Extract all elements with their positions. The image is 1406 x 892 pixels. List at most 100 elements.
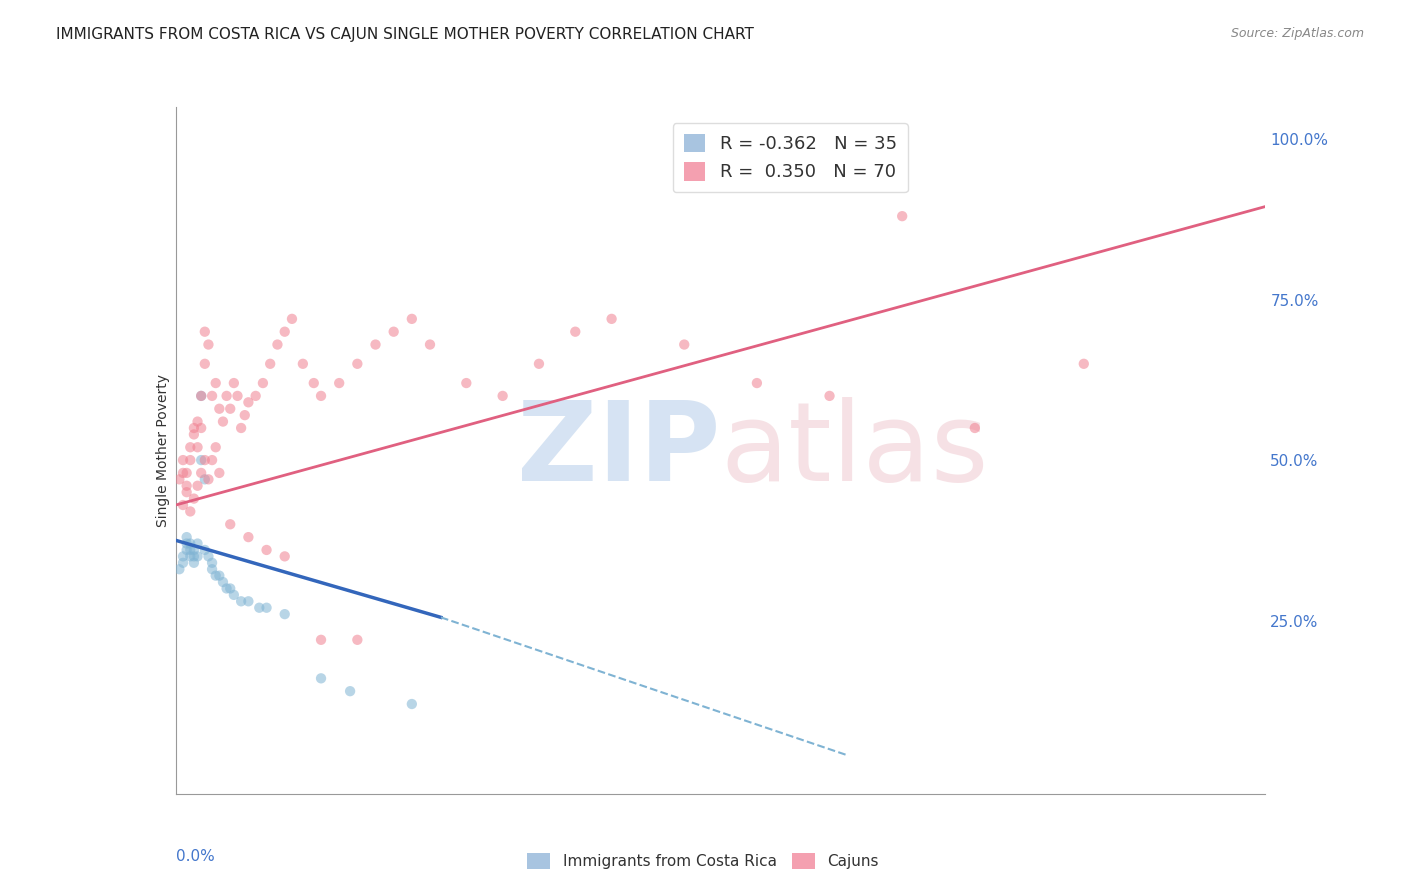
Point (527, 357, 550, 371)
Point (215, 582, 238, 596)
Point (183, 427, 205, 442)
Point (183, 549, 205, 564)
Point (401, 311, 423, 326)
Point (302, 376, 325, 390)
Point (179, 543, 201, 558)
Point (172, 556, 194, 570)
Legend: Immigrants from Costa Rica, Cajuns: Immigrants from Costa Rica, Cajuns (522, 847, 884, 875)
Point (201, 556, 224, 570)
Point (401, 697, 423, 711)
Point (179, 536, 201, 550)
Y-axis label: Single Mother Poverty: Single Mother Poverty (156, 374, 170, 527)
Point (382, 325, 405, 339)
Text: 0.0%: 0.0% (176, 849, 215, 863)
Point (256, 600, 278, 615)
Point (201, 453, 224, 467)
Point (197, 472, 219, 486)
Point (179, 453, 201, 467)
Point (176, 466, 198, 480)
Point (231, 594, 253, 608)
Point (194, 357, 217, 371)
Point (183, 421, 205, 435)
Point (219, 582, 242, 596)
Point (231, 421, 253, 435)
Point (963, 421, 986, 435)
Point (190, 389, 212, 403)
Point (226, 389, 249, 403)
Point (208, 466, 231, 480)
Point (238, 530, 260, 544)
Point (745, 376, 768, 390)
Point (212, 575, 235, 590)
Point (190, 466, 212, 480)
Point (291, 357, 314, 371)
Point (564, 325, 586, 339)
Point (190, 453, 212, 467)
Point (456, 376, 478, 390)
Point (194, 453, 217, 467)
Point (194, 543, 217, 558)
Point (281, 311, 304, 326)
Point (179, 504, 201, 518)
Point (186, 536, 209, 550)
Point (176, 543, 198, 558)
Point (818, 389, 841, 403)
Text: IMMIGRANTS FROM COSTA RICA VS CAJUN SINGLE MOTHER POVERTY CORRELATION CHART: IMMIGRANTS FROM COSTA RICA VS CAJUN SING… (56, 27, 754, 42)
Point (492, 389, 515, 403)
Point (194, 472, 217, 486)
Point (891, 209, 914, 223)
Point (600, 311, 623, 326)
Point (176, 485, 198, 500)
Point (194, 325, 217, 339)
Point (252, 376, 274, 390)
Point (179, 549, 201, 564)
Point (186, 549, 209, 564)
Point (309, 671, 332, 685)
Point (179, 440, 201, 454)
Point (176, 536, 198, 550)
Point (309, 389, 332, 403)
Point (219, 517, 242, 532)
Point (204, 568, 226, 582)
Point (222, 376, 245, 390)
Point (190, 421, 212, 435)
Point (176, 530, 198, 544)
Point (212, 415, 235, 429)
Legend: R = -0.362   N = 35, R =  0.350   N = 70: R = -0.362 N = 35, R = 0.350 N = 70 (673, 123, 908, 193)
Point (1073, 357, 1095, 371)
Point (238, 395, 260, 409)
Point (245, 389, 267, 403)
Point (346, 632, 368, 647)
Point (339, 684, 361, 698)
Text: ZIP: ZIP (517, 397, 721, 504)
Point (176, 479, 198, 493)
Text: Source: ZipAtlas.com: Source: ZipAtlas.com (1230, 27, 1364, 40)
Point (256, 543, 278, 558)
Point (186, 479, 209, 493)
Point (183, 491, 205, 506)
Point (201, 389, 224, 403)
Point (201, 562, 224, 576)
Point (222, 588, 245, 602)
Point (233, 408, 256, 422)
Point (208, 401, 231, 416)
Point (186, 415, 209, 429)
Point (183, 556, 205, 570)
Point (274, 325, 297, 339)
Text: atlas: atlas (721, 397, 988, 504)
Point (172, 466, 194, 480)
Point (219, 401, 242, 416)
Point (238, 594, 260, 608)
Point (309, 632, 332, 647)
Point (172, 453, 194, 467)
Point (364, 337, 387, 351)
Point (169, 472, 191, 486)
Point (204, 440, 226, 454)
Point (186, 440, 209, 454)
Point (197, 337, 219, 351)
Point (169, 562, 191, 576)
Point (266, 337, 288, 351)
Point (183, 543, 205, 558)
Point (190, 389, 212, 403)
Point (247, 600, 270, 615)
